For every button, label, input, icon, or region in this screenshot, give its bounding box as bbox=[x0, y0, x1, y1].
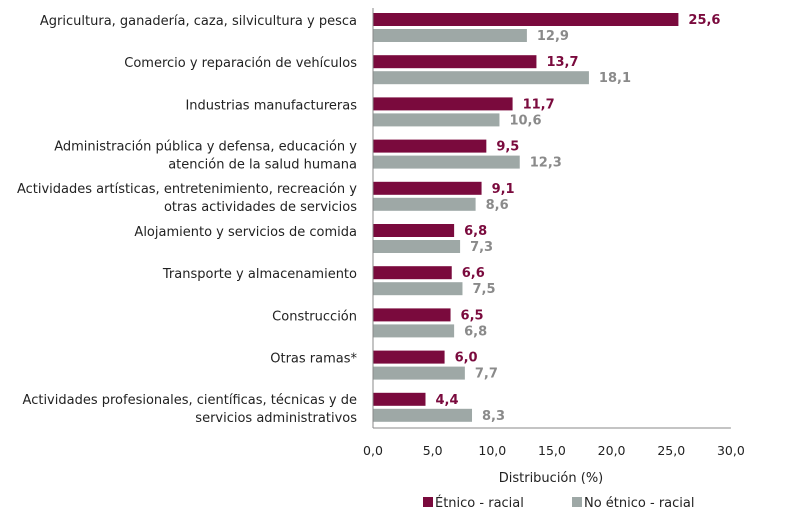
bar-no-etnico bbox=[373, 240, 461, 253]
category-label: servicios administrativos bbox=[195, 411, 357, 426]
data-label: 7,3 bbox=[470, 240, 493, 255]
x-axis-title: Distribución (%) bbox=[499, 471, 604, 486]
bar-no-etnico bbox=[373, 197, 476, 211]
bar-etnico bbox=[373, 224, 455, 237]
data-label: 8,6 bbox=[486, 198, 509, 213]
category-label: Actividades profesionales, científicas, … bbox=[23, 393, 357, 408]
data-label: 12,3 bbox=[530, 156, 562, 171]
data-label: 8,3 bbox=[482, 409, 505, 424]
data-label: 6,5 bbox=[461, 308, 484, 323]
bar-etnico bbox=[373, 55, 537, 69]
bar-no-etnico bbox=[373, 29, 527, 42]
x-tick-label: 10,0 bbox=[478, 443, 506, 458]
bar-etnico bbox=[373, 392, 426, 406]
category-label: atención de la salud humana bbox=[168, 158, 357, 173]
category-label: Actividades artísticas, entretenimiento,… bbox=[17, 182, 357, 197]
legend-label: Étnico - racial bbox=[435, 495, 524, 511]
data-label: 18,1 bbox=[599, 71, 631, 86]
category-label: Alojamiento y servicios de comida bbox=[134, 225, 357, 240]
data-label: 6,8 bbox=[464, 224, 487, 239]
data-label: 25,6 bbox=[688, 13, 720, 28]
x-tick-label: 15,0 bbox=[538, 443, 566, 458]
bar-no-etnico bbox=[373, 113, 500, 127]
data-label: 9,1 bbox=[492, 182, 515, 197]
x-tick-label: 25,0 bbox=[657, 443, 685, 458]
legend-swatch bbox=[572, 497, 582, 507]
data-label: 6,8 bbox=[464, 324, 487, 339]
bar-no-etnico bbox=[373, 408, 473, 422]
bar-etnico bbox=[373, 350, 445, 364]
data-label: 4,4 bbox=[435, 393, 458, 408]
category-label: Transporte y almacenamiento bbox=[162, 267, 357, 282]
x-tick-label: 30,0 bbox=[717, 443, 745, 458]
data-label: 6,0 bbox=[455, 351, 478, 366]
bar-no-etnico bbox=[373, 366, 465, 380]
bar-etnico bbox=[373, 181, 482, 195]
category-label: Industrias manufactureras bbox=[185, 98, 357, 113]
data-label: 7,5 bbox=[472, 282, 495, 297]
category-label: Otras ramas* bbox=[270, 352, 357, 367]
legend-swatch bbox=[423, 497, 433, 507]
bar-no-etnico bbox=[373, 282, 463, 296]
category-label: Construcción bbox=[272, 309, 357, 324]
category-label: Comercio y reparación de vehículos bbox=[124, 56, 357, 71]
data-label: 6,6 bbox=[462, 266, 485, 281]
bar-no-etnico bbox=[373, 324, 455, 338]
bar-no-etnico bbox=[373, 155, 520, 169]
data-label: 12,9 bbox=[537, 29, 569, 44]
data-label: 9,5 bbox=[496, 140, 519, 155]
category-label: otras actividades de servicios bbox=[164, 200, 357, 215]
bar-etnico bbox=[373, 97, 513, 111]
bar-etnico bbox=[373, 13, 679, 26]
bar-etnico bbox=[373, 266, 452, 280]
legend-label: No étnico - racial bbox=[584, 496, 694, 511]
bar-etnico bbox=[373, 139, 487, 153]
x-tick-label: 0,0 bbox=[363, 443, 383, 458]
data-label: 13,7 bbox=[546, 55, 578, 70]
data-label: 7,7 bbox=[475, 367, 498, 382]
bar-no-etnico bbox=[373, 71, 589, 85]
x-tick-label: 5,0 bbox=[423, 443, 443, 458]
category-label: Administración pública y defensa, educac… bbox=[54, 140, 357, 155]
data-label: 11,7 bbox=[523, 97, 555, 112]
data-label: 10,6 bbox=[509, 113, 541, 128]
category-label: Agricultura, ganadería, caza, silvicultu… bbox=[40, 14, 357, 29]
x-tick-label: 20,0 bbox=[598, 443, 626, 458]
bar-etnico bbox=[373, 308, 451, 322]
